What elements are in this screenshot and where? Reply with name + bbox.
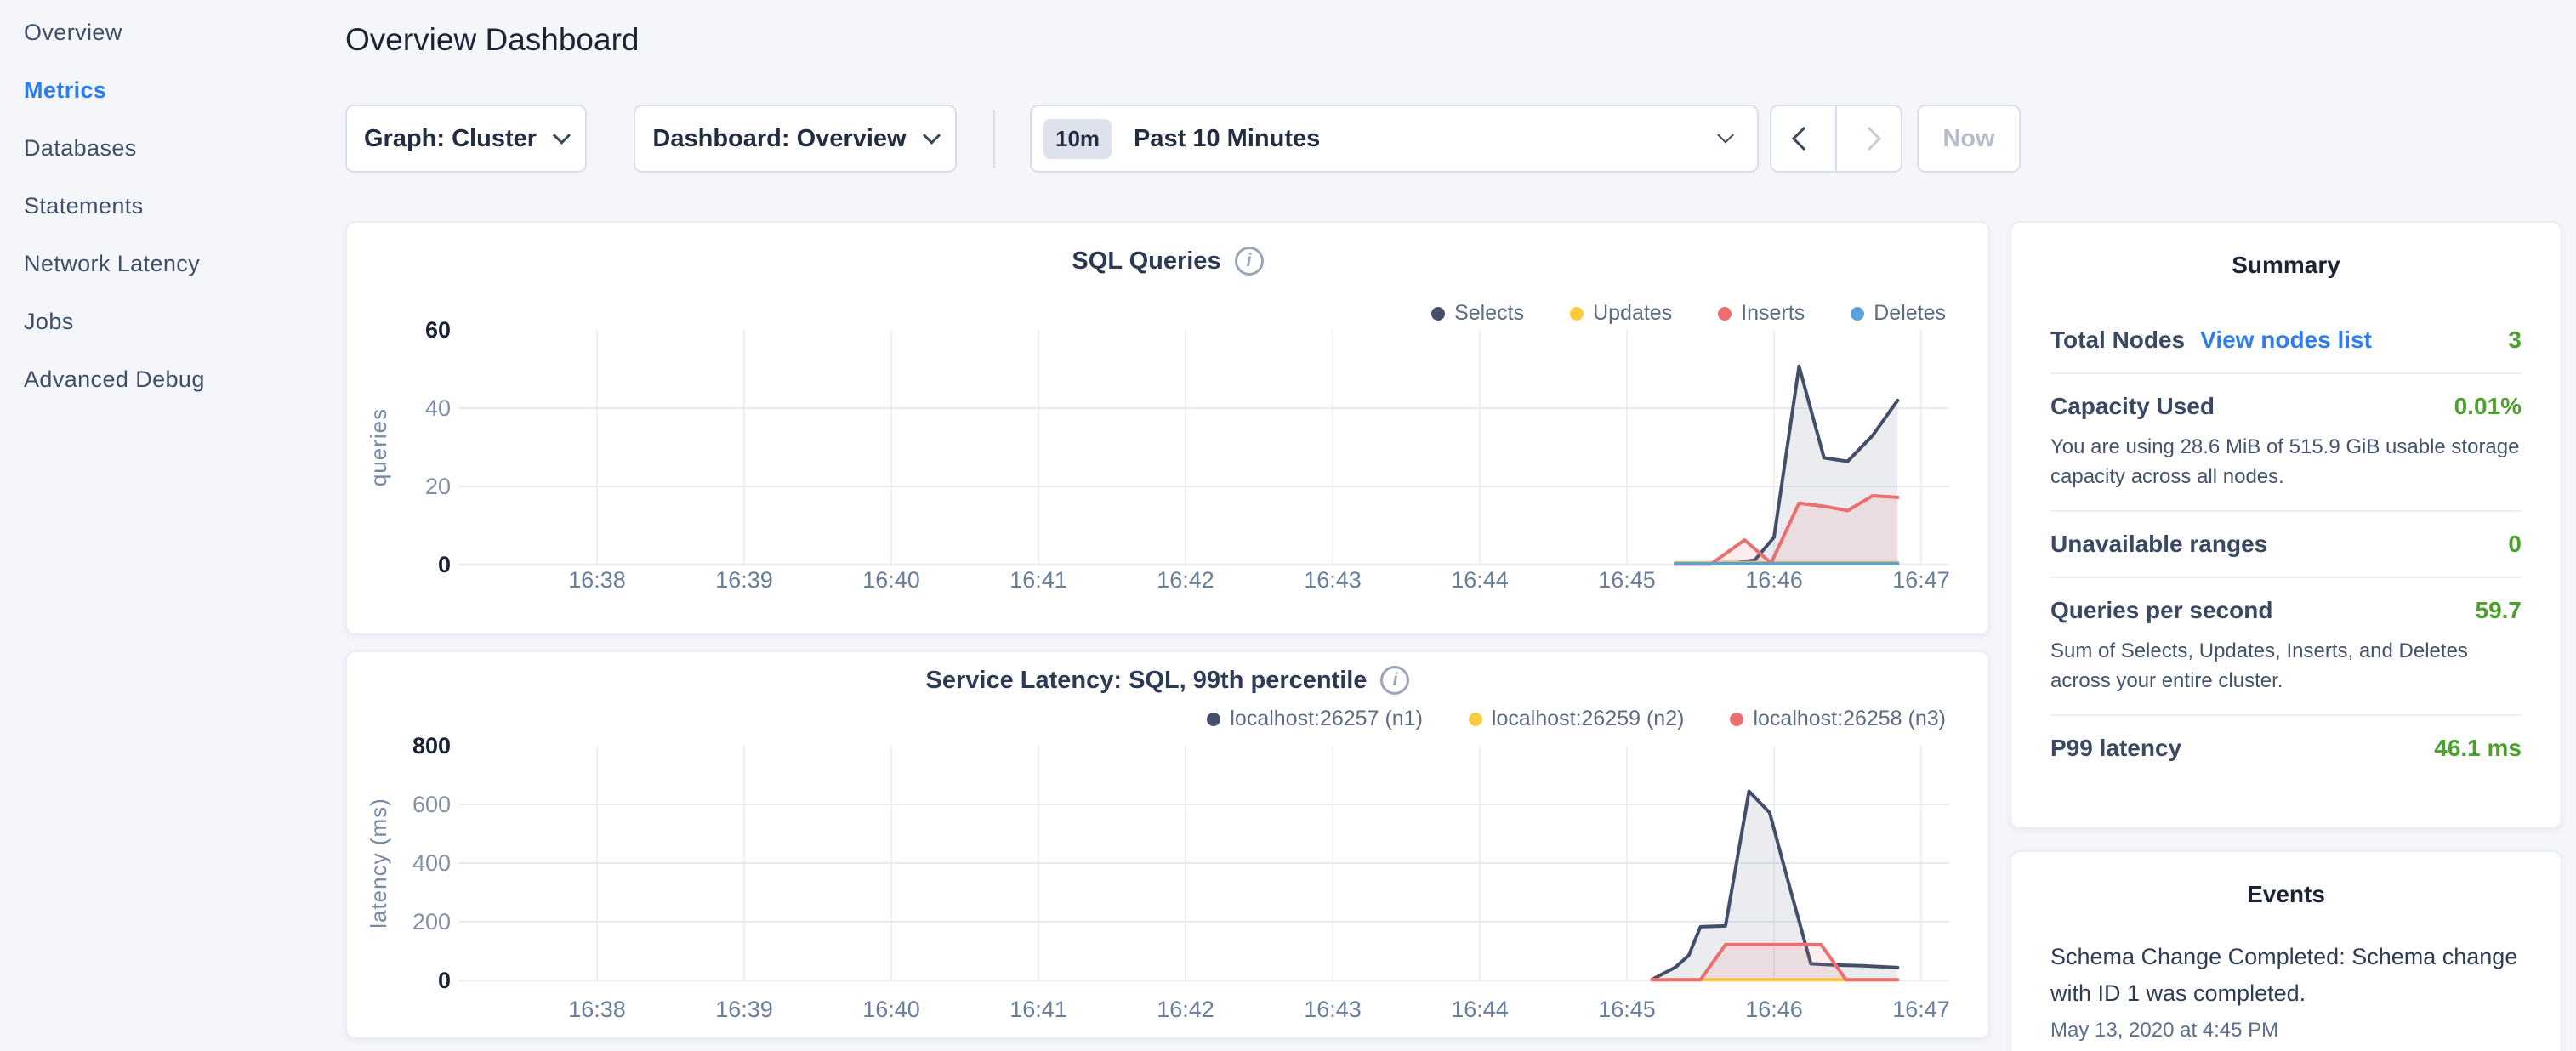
svg-text:latency (ms): latency (ms) [366,798,391,929]
summary-row: Queries per second 59.7 Sum of Selects, Up… [2050,578,2522,716]
svg-text:16:43: 16:43 [1304,997,1362,1022]
summary-row-label: Total Nodes [2050,327,2185,354]
svg-text:16:46: 16:46 [1745,997,1803,1022]
svg-text:16:42: 16:42 [1157,997,1214,1022]
previous-range-button[interactable] [1771,106,1837,171]
summary-row-label: Queries per second [2050,597,2272,624]
svg-text:0: 0 [438,968,451,993]
summary-row-label: Unavailable ranges [2050,531,2267,558]
dashboard-dropdown-label: Dashboard: Overview [652,125,906,153]
graph-dropdown-label: Graph: Cluster [364,125,537,153]
sidebar-item-jobs[interactable]: Jobs [0,293,337,350]
svg-text:16:44: 16:44 [1451,997,1509,1022]
svg-text:queries: queries [366,408,391,486]
svg-text:16:39: 16:39 [715,567,773,593]
dashboard-dropdown[interactable]: Dashboard: Overview [634,105,957,173]
svg-text:16:40: 16:40 [862,567,920,593]
svg-text:16:41: 16:41 [1009,567,1067,593]
summary-row-value: 59.7 [2476,597,2522,624]
sidebar-item-statements[interactable]: Statements [0,177,337,235]
svg-text:0: 0 [438,552,451,577]
sidebar-item-network-latency[interactable]: Network Latency [0,235,337,293]
svg-text:200: 200 [412,909,451,935]
time-range-label: Past 10 Minutes [1134,125,1320,153]
now-button[interactable]: Now [1917,105,2021,173]
svg-text:16:42: 16:42 [1157,567,1214,593]
sql-queries-chart-card: SQL Queries i SelectsUpdatesInsertsDelet… [345,221,1990,635]
chevron-down-icon [553,126,571,144]
summary-row-description: Sum of Selects, Updates, Inserts, and De… [2050,636,2522,696]
summary-rows: Total Nodes View nodes list 3 Capacity Used… [2050,308,2522,781]
event-timestamp: May 13, 2020 at 4:45 PM [2050,1019,2522,1042]
svg-text:400: 400 [412,850,451,876]
graph-dropdown[interactable]: Graph: Cluster [345,105,587,173]
events-list: Schema Change Completed: Schema change w… [2050,939,2522,1042]
next-range-button[interactable] [1837,106,1901,171]
time-range-badge: 10m [1043,119,1112,159]
svg-text:16:45: 16:45 [1598,997,1656,1022]
summary-row-value: 3 [2508,327,2522,354]
summary-row: Capacity Used 0.01% You are using 28.6 MiB… [2050,374,2522,512]
summary-row-value: 0.01% [2454,393,2522,420]
sidebar: OverviewMetricsDatabasesStatementsNetwor… [0,0,337,1051]
svg-text:40: 40 [425,395,451,421]
chevron-down-icon [1717,127,1734,144]
summary-row: Total Nodes View nodes list 3 [2050,308,2522,374]
summary-row: P99 latency 46.1 ms [2050,716,2522,781]
summary-row: Unavailable ranges 0 [2050,512,2522,578]
svg-text:20: 20 [425,474,451,499]
svg-text:800: 800 [412,733,451,758]
svg-text:16:38: 16:38 [568,997,626,1022]
service-latency-plot[interactable]: 16:38 16:39 16:40 16:41 16:42 16:43 16:44 16:45… [347,652,1992,1041]
svg-text:16:41: 16:41 [1009,997,1067,1022]
time-range-selector[interactable]: 10m Past 10 Minutes [1030,105,1759,173]
summary-panel: Summary Total Nodes View nodes list 3 Capac… [2010,221,2562,829]
chevron-down-icon [922,126,940,144]
sidebar-item-overview[interactable]: Overview [0,3,337,61]
summary-row-label: Capacity Used [2050,393,2215,420]
summary-row-value: 0 [2508,531,2522,558]
controls-row: Graph: Cluster Dashboard: Overview 10m P… [345,105,2021,173]
sidebar-item-databases[interactable]: Databases [0,119,337,177]
summary-row-description: You are using 28.6 MiB of 515.9 GiB usab… [2050,432,2522,491]
event-text[interactable]: Schema Change Completed: Schema change w… [2050,939,2522,1012]
svg-text:16:44: 16:44 [1451,567,1509,593]
time-range-pager [1770,105,1902,173]
svg-text:600: 600 [412,792,451,817]
svg-text:16:45: 16:45 [1598,567,1656,593]
svg-text:16:46: 16:46 [1745,567,1803,593]
events-title: Events [2011,852,2561,908]
summary-title: Summary [2011,223,2561,279]
svg-text:60: 60 [425,317,451,343]
chevron-left-icon [1791,127,1815,151]
svg-text:16:47: 16:47 [1892,567,1950,593]
summary-row-value: 46.1 ms [2434,735,2522,762]
svg-text:16:43: 16:43 [1304,567,1362,593]
service-latency-chart-card: Service Latency: SQL, 99th percentile i … [345,650,1990,1039]
events-panel: Events Schema Change Completed: Schema c… [2010,850,2562,1051]
page-title: Overview Dashboard [345,22,639,58]
svg-text:16:38: 16:38 [568,567,626,593]
view-nodes-list-link[interactable]: View nodes list [2200,327,2372,354]
sidebar-item-metrics[interactable]: Metrics [0,61,337,119]
svg-text:16:40: 16:40 [862,997,920,1022]
chevron-right-icon [1857,127,1880,151]
svg-text:16:39: 16:39 [715,997,773,1022]
summary-row-label: P99 latency [2050,735,2181,762]
svg-text:16:47: 16:47 [1892,997,1950,1022]
sql-queries-plot[interactable]: 16:38 16:39 16:40 16:41 16:42 16:43 16:44 16:45… [347,223,1992,637]
sidebar-item-advanced-debug[interactable]: Advanced Debug [0,350,337,408]
divider [993,110,995,168]
